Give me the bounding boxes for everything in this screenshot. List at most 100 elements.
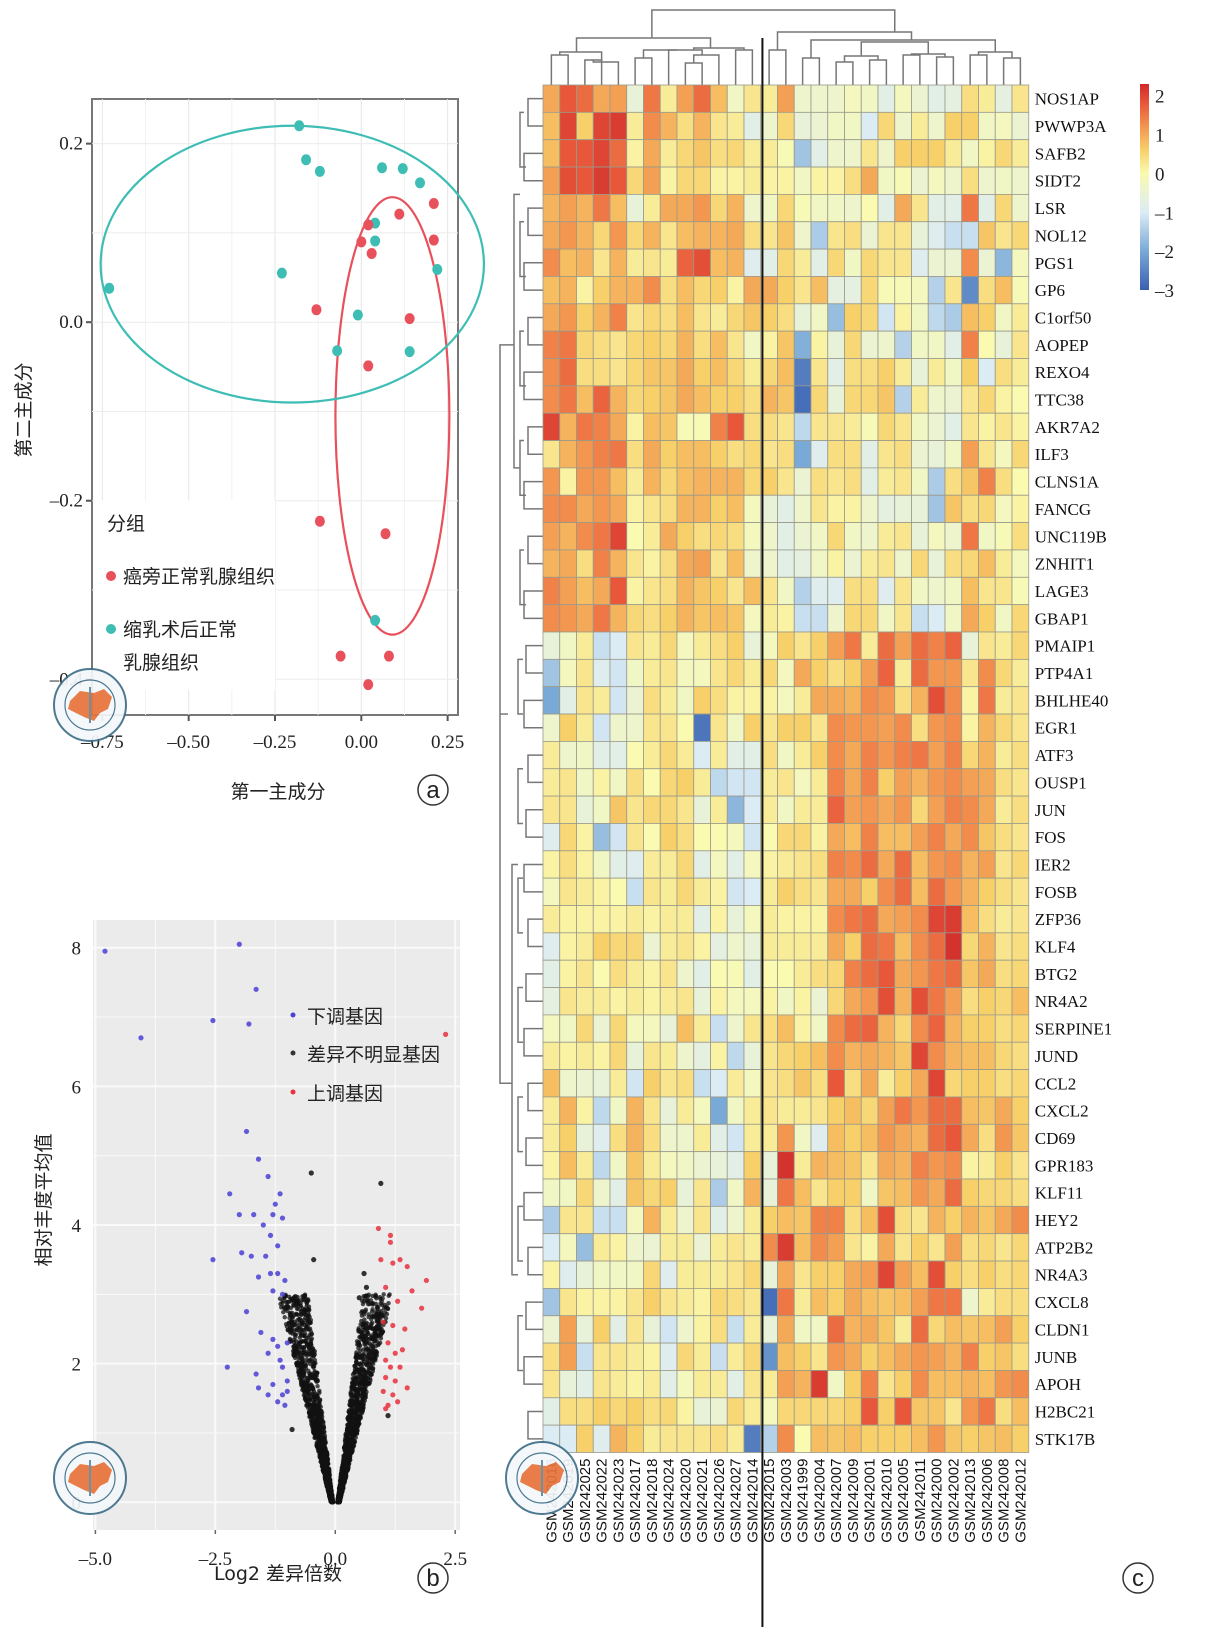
- heatmap-cell: [626, 1151, 644, 1180]
- heatmap-cell: [710, 193, 728, 223]
- volcano-point-down: [255, 1156, 262, 1162]
- heatmap-cell: [1011, 221, 1030, 250]
- volcano-point-ns: [303, 1396, 309, 1402]
- heatmap-cell: [726, 987, 745, 1016]
- heatmap-cell: [777, 631, 795, 660]
- heatmap-cell: [793, 111, 812, 141]
- heatmap-cell: [944, 276, 963, 305]
- heatmap-cell: [978, 467, 996, 496]
- heatmap-cell: [994, 330, 1013, 359]
- heatmap-cell: [944, 905, 963, 934]
- heatmap-cell: [643, 522, 661, 551]
- volcano-point-up: [387, 1232, 394, 1238]
- volcano-point-up: [383, 1284, 389, 1290]
- volcano-point-up: [383, 1374, 389, 1381]
- heatmap-cell: [894, 1178, 912, 1207]
- heatmap-cell: [659, 111, 678, 141]
- heatmap-cell: [743, 1123, 762, 1153]
- heatmap-cell: [961, 1014, 979, 1043]
- heatmap-cell: [877, 440, 896, 469]
- volcano-point-ns: [329, 1495, 335, 1501]
- heatmap-cell: [827, 139, 845, 168]
- heatmap-cell: [827, 1233, 845, 1262]
- heatmap-cell: [877, 1178, 896, 1207]
- heatmap-cell: [978, 1151, 996, 1180]
- heatmap-row-label: CXCL8: [1035, 1293, 1089, 1312]
- volcano-point-ns: [298, 1379, 304, 1384]
- heatmap-cell: [877, 1370, 896, 1399]
- volcano-point-ns: [370, 1300, 376, 1306]
- heatmap-cell: [793, 84, 812, 113]
- row-dendrogram-link: [527, 1082, 543, 1112]
- heatmap-cell: [576, 932, 594, 961]
- volcano-point-ns: [375, 1312, 382, 1318]
- heatmap-cell: [793, 1342, 812, 1371]
- volcano-point-ns: [292, 1355, 298, 1361]
- heatmap-cell: [994, 494, 1013, 524]
- heatmap-cell: [626, 1041, 644, 1071]
- heatmap-cell: [827, 795, 845, 824]
- heatmap-cell: [710, 877, 728, 906]
- heatmap-cell: [961, 1315, 979, 1344]
- heatmap-cell: [676, 1397, 695, 1426]
- heatmap-cell: [659, 330, 678, 359]
- heatmap-cell: [978, 166, 996, 195]
- volcano-point-ns: [311, 1361, 316, 1366]
- heatmap-cell: [860, 1069, 879, 1098]
- heatmap-cell: [659, 877, 678, 906]
- heatmap-cell: [710, 713, 728, 742]
- heatmap-cell: [994, 1041, 1013, 1071]
- heatmap-cell: [994, 276, 1013, 305]
- heatmap-cell: [911, 1288, 929, 1317]
- heatmap-cell: [743, 768, 762, 797]
- pca-point-reduction: [104, 282, 115, 294]
- pca-point-reduction: [415, 177, 426, 189]
- heatmap-cell: [944, 686, 963, 715]
- pca-point-tumor-adjacent: [383, 650, 394, 662]
- heatmap-cell: [827, 1397, 845, 1426]
- heatmap-cell: [542, 494, 561, 524]
- heatmap-cell: [609, 412, 628, 441]
- heatmap-cell: [844, 248, 862, 277]
- heatmap-panel: NOS1APPWWP3ASAFB2SIDT2LSRNOL12PGS1GP6C1o…: [499, 9, 1174, 1627]
- volcano-point-ns: [288, 1330, 293, 1335]
- heatmap-cell: [743, 1151, 762, 1180]
- heatmap-cell: [743, 823, 762, 852]
- volcano-point-ns: [294, 1327, 300, 1332]
- volcano-y-tick-label: 2: [72, 1355, 82, 1376]
- heatmap-cell: [860, 741, 879, 770]
- heatmap-cell: [743, 467, 762, 496]
- heatmap-column-label: GSM242006: [979, 1459, 996, 1543]
- heatmap-cell: [1011, 139, 1030, 168]
- heatmap-cell: [542, 1178, 561, 1207]
- heatmap-cell: [827, 111, 845, 141]
- heatmap-cell: [659, 1260, 678, 1289]
- volcano-point-ns: [301, 1373, 306, 1378]
- heatmap-row-label: GPR183: [1035, 1156, 1094, 1175]
- volcano-point-ns: [371, 1314, 377, 1319]
- heatmap-cell: [676, 631, 695, 660]
- heatmap-cell: [609, 1178, 628, 1207]
- heatmap-cell: [860, 823, 879, 852]
- volcano-legend-label-ns: 差异不明显基因: [307, 1044, 440, 1066]
- heatmap-cell: [777, 959, 795, 988]
- heatmap-column-label: GSM242020: [677, 1459, 694, 1543]
- heatmap-cell: [542, 193, 561, 223]
- heatmap-cell: [1011, 1342, 1030, 1371]
- heatmap-cell: [927, 193, 946, 223]
- heatmap-cell: [710, 1178, 728, 1207]
- heatmap-cell: [693, 905, 711, 934]
- heatmap-cell: [559, 1288, 577, 1317]
- heatmap-cell: [911, 905, 929, 934]
- heatmap-cell: [961, 741, 979, 770]
- pca-points: [104, 120, 443, 691]
- heatmap-cell: [676, 494, 695, 524]
- heatmap-cell: [659, 576, 678, 606]
- heatmap-cell: [676, 932, 695, 961]
- heatmap-cell: [877, 84, 896, 113]
- heatmap-cell: [978, 768, 996, 797]
- heatmap-cell: [559, 987, 577, 1016]
- heatmap-cell: [710, 1370, 728, 1399]
- heatmap-row-label: CCL2: [1035, 1074, 1077, 1093]
- heatmap-cell: [542, 1315, 561, 1344]
